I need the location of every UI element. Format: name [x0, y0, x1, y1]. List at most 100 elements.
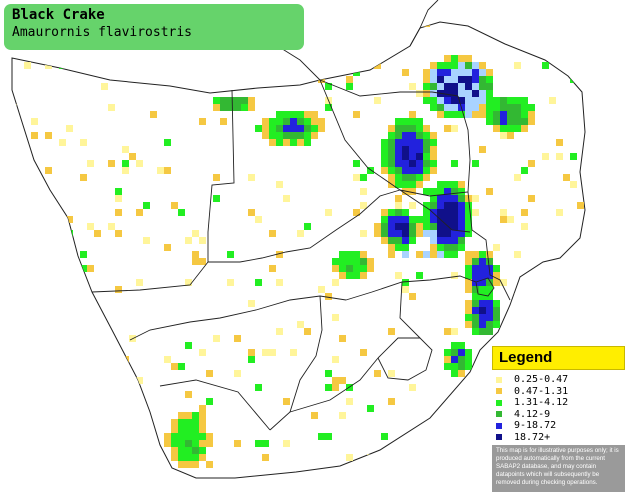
record-cell	[388, 370, 395, 377]
record-cell	[444, 188, 451, 195]
record-cell	[283, 118, 290, 125]
legend-label: 1.31-4.12	[514, 397, 569, 409]
record-cell	[346, 258, 353, 265]
record-cell	[465, 265, 472, 272]
record-cell	[80, 314, 87, 321]
record-cell	[444, 104, 451, 111]
record-cell	[248, 356, 255, 363]
record-cell	[269, 349, 276, 356]
border-internal-b	[269, 295, 323, 431]
record-cell	[66, 454, 73, 461]
record-cell	[367, 405, 374, 412]
record-cell	[94, 405, 101, 412]
record-cell	[465, 111, 472, 118]
record-cell	[276, 181, 283, 188]
record-cell	[199, 118, 206, 125]
record-cell	[528, 328, 535, 335]
record-cell	[192, 454, 199, 461]
record-cell	[192, 461, 199, 468]
record-cell	[297, 321, 304, 328]
record-cell	[360, 188, 367, 195]
record-cell	[192, 258, 199, 265]
record-cell	[430, 69, 437, 76]
record-cell	[199, 447, 206, 454]
record-cell	[38, 342, 45, 349]
border-zimbabwe-mozambique	[399, 95, 471, 197]
record-cell	[248, 209, 255, 216]
species-title-box: Black Crake Amaurornis flavirostris	[4, 4, 304, 50]
record-cell	[451, 370, 458, 377]
record-cell	[486, 118, 493, 125]
record-cell	[45, 167, 52, 174]
record-cell	[353, 111, 360, 118]
record-cell	[465, 76, 472, 83]
record-cell	[493, 314, 500, 321]
record-cell	[465, 62, 472, 69]
record-cell	[388, 244, 395, 251]
record-cell	[220, 104, 227, 111]
record-cell	[486, 76, 493, 83]
record-cell	[458, 195, 465, 202]
record-cell	[332, 314, 339, 321]
record-cell	[465, 216, 472, 223]
record-cell	[577, 41, 584, 48]
record-cell	[514, 125, 521, 132]
record-cell	[437, 111, 444, 118]
record-cell	[304, 328, 311, 335]
legend-label: 9-18.72	[514, 420, 557, 432]
record-cell	[437, 244, 444, 251]
record-cell	[465, 279, 472, 286]
record-cell	[367, 167, 374, 174]
record-cell	[472, 321, 479, 328]
record-cell	[276, 139, 283, 146]
record-cell	[297, 118, 304, 125]
record-cell	[381, 167, 388, 174]
record-cell	[122, 440, 129, 447]
record-cell	[192, 419, 199, 426]
record-cell	[360, 349, 367, 356]
record-cell	[178, 412, 185, 419]
record-cell	[430, 244, 437, 251]
record-cell	[465, 314, 472, 321]
record-cell	[423, 125, 430, 132]
record-cell	[458, 244, 465, 251]
record-cell	[402, 237, 409, 244]
record-cell	[416, 167, 423, 174]
record-cell	[479, 111, 486, 118]
record-cell	[360, 265, 367, 272]
record-cell	[178, 461, 185, 468]
record-cell	[409, 237, 416, 244]
record-cell	[493, 97, 500, 104]
record-cell	[514, 251, 521, 258]
record-cell	[17, 419, 24, 426]
record-cell	[465, 223, 472, 230]
record-cell	[262, 125, 269, 132]
record-cell	[136, 426, 143, 433]
record-cell	[430, 209, 437, 216]
record-cell	[507, 328, 514, 335]
record-cell	[521, 111, 528, 118]
record-cell	[409, 384, 416, 391]
record-cell	[304, 223, 311, 230]
record-cell	[514, 174, 521, 181]
record-cell	[402, 160, 409, 167]
record-cell	[178, 426, 185, 433]
record-cell	[276, 251, 283, 258]
record-cell	[437, 202, 444, 209]
record-cell	[332, 258, 339, 265]
record-cell	[388, 398, 395, 405]
legend-item: 9-18.72	[494, 420, 625, 432]
record-cell	[486, 104, 493, 111]
record-cell	[528, 195, 535, 202]
record-cell	[297, 125, 304, 132]
record-cell	[185, 279, 192, 286]
record-cell	[59, 237, 66, 244]
record-cell	[248, 349, 255, 356]
record-cell	[500, 132, 507, 139]
record-cell	[87, 223, 94, 230]
record-cell	[297, 111, 304, 118]
record-cell	[465, 286, 472, 293]
record-cell	[423, 139, 430, 146]
record-cell	[416, 90, 423, 97]
